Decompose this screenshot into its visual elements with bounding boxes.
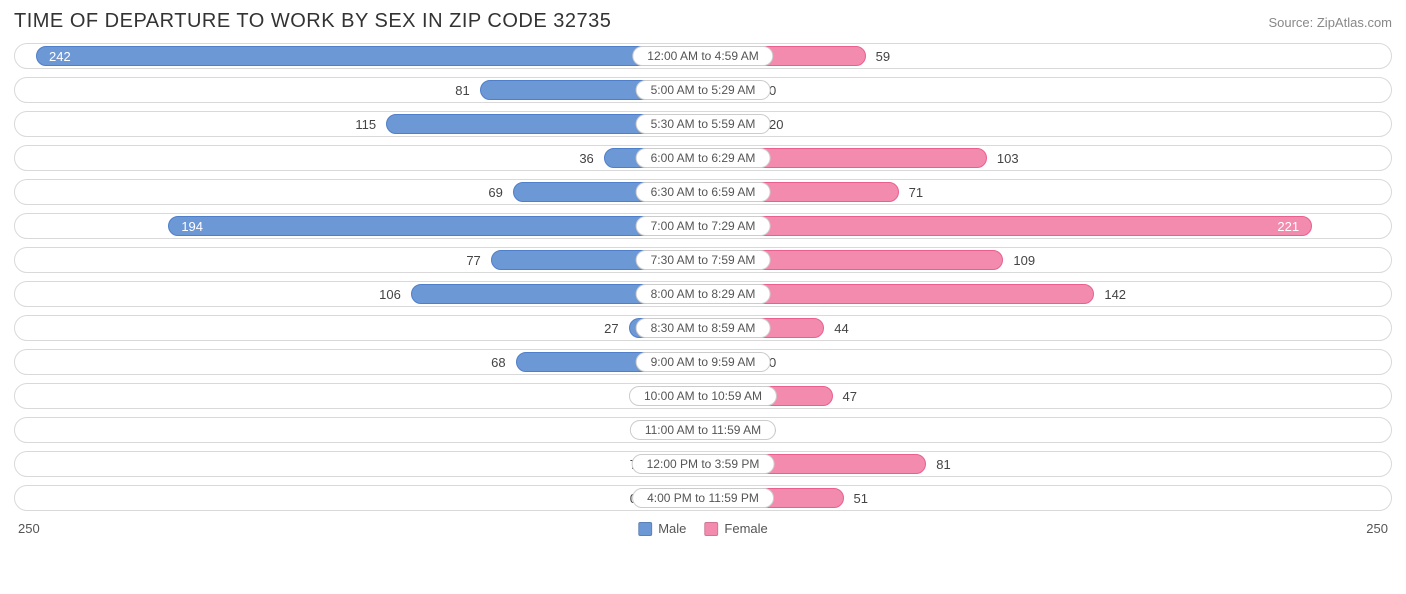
category-label: 4:00 PM to 11:59 PM [632,488,774,508]
legend-swatch-male [638,522,652,536]
chart-row: 242 59 12:00 AM to 4:59 AM [14,43,1392,69]
value-label-male: 68 [485,350,511,374]
chart-row: 78112:00 PM to 3:59 PM [14,451,1392,477]
chart-row: 27 44 8:30 AM to 8:59 AM [14,315,1392,341]
axis-max-right: 250 [1366,521,1388,536]
chart-source: Source: ZipAtlas.com [1268,15,1392,30]
value-label-male: 36 [573,146,599,170]
bar-female [703,216,1312,236]
chart-footer: 250 Male Female 250 [14,519,1392,543]
value-label-female: 109 [1007,248,1041,272]
bar-male [168,216,703,236]
value-label-female: 71 [903,180,929,204]
legend-label-male: Male [658,521,686,536]
legend-item-male: Male [638,521,686,536]
category-label: 8:30 AM to 8:59 AM [636,318,771,338]
category-label: 10:00 AM to 10:59 AM [629,386,777,406]
chart-header: TIME OF DEPARTURE TO WORK BY SEX IN ZIP … [14,10,1392,33]
legend-swatch-female [704,522,718,536]
category-label: 8:00 AM to 8:29 AM [636,284,771,304]
chart-row: 0514:00 PM to 11:59 PM [14,485,1392,511]
value-label-male: 115 [349,112,382,136]
category-label: 11:00 AM to 11:59 AM [630,420,776,440]
value-label-female: 51 [848,486,874,510]
chart-row: 115205:30 AM to 5:59 AM [14,111,1392,137]
category-label: 12:00 AM to 4:59 AM [632,46,773,66]
value-label-female: 44 [828,316,854,340]
chart-row: 0011:00 AM to 11:59 AM [14,417,1392,443]
value-label-male: 106 [373,282,407,306]
category-label: 5:00 AM to 5:29 AM [636,80,771,100]
category-label: 6:30 AM to 6:59 AM [636,182,771,202]
chart-row: 106 142 8:00 AM to 8:29 AM [14,281,1392,307]
chart-legend: Male Female [638,521,768,536]
chart-row: 36 103 6:00 AM to 6:29 AM [14,145,1392,171]
chart-row: 8105:00 AM to 5:29 AM [14,77,1392,103]
chart-row: 6809:00 AM to 9:59 AM [14,349,1392,375]
legend-label-female: Female [724,521,767,536]
category-label: 9:00 AM to 9:59 AM [636,352,771,372]
legend-item-female: Female [704,521,767,536]
axis-max-left: 250 [18,521,40,536]
category-label: 12:00 PM to 3:59 PM [632,454,775,474]
category-label: 7:30 AM to 7:59 AM [636,250,771,270]
chart-row: 69 71 6:30 AM to 6:59 AM [14,179,1392,205]
chart-container: TIME OF DEPARTURE TO WORK BY SEX IN ZIP … [0,0,1406,549]
value-label-female: 81 [930,452,956,476]
value-label-male: 77 [460,248,486,272]
chart-row: 77 109 7:30 AM to 7:59 AM [14,247,1392,273]
diverging-bar-chart: 242 59 12:00 AM to 4:59 AM 8105:00 AM to 5:… [14,43,1392,511]
bar-male [36,46,703,66]
chart-row: 194 221 7:00 AM to 7:29 AM [14,213,1392,239]
value-label-female: 47 [837,384,863,408]
value-label-female: 142 [1098,282,1132,306]
value-label-male: 194 [175,214,209,238]
value-label-male: 27 [598,316,624,340]
value-label-female: 103 [991,146,1025,170]
value-label-female: 221 [1271,214,1305,238]
chart-title: TIME OF DEPARTURE TO WORK BY SEX IN ZIP … [14,10,611,33]
category-label: 6:00 AM to 6:29 AM [636,148,771,168]
value-label-female: 59 [870,44,896,68]
value-label-male: 242 [43,44,77,68]
value-label-male: 69 [482,180,508,204]
value-label-male: 81 [449,78,475,102]
category-label: 5:30 AM to 5:59 AM [636,114,771,134]
category-label: 7:00 AM to 7:29 AM [636,216,771,236]
chart-row: 04710:00 AM to 10:59 AM [14,383,1392,409]
